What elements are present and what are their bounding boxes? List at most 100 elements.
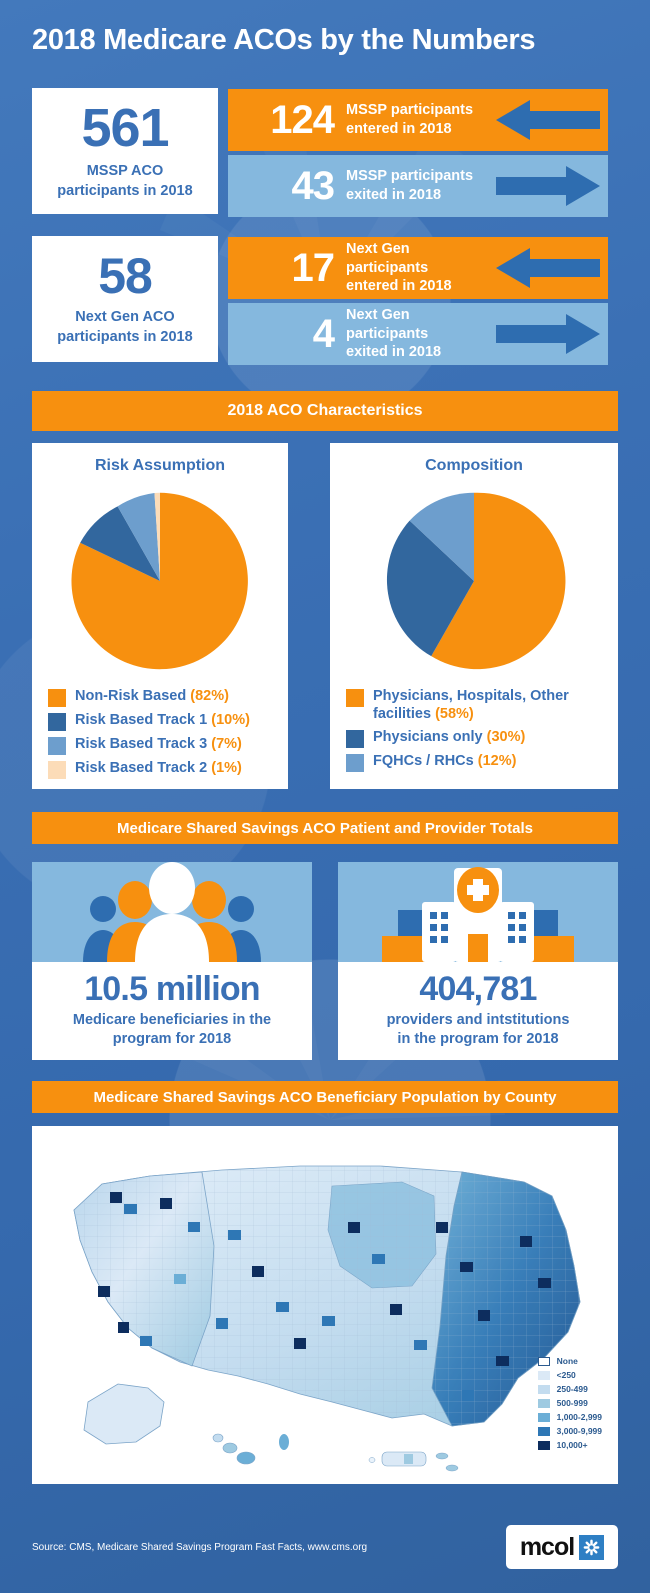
pie-slice-physicians-hospitals: [431, 492, 566, 670]
map-legend-label-3000-9999: 3,000-9,999: [556, 1426, 602, 1436]
legend-label-risk-track-2: Risk Based Track 2 (1%): [75, 760, 242, 776]
dark-county-clusters: [98, 1192, 551, 1401]
mssp-total-value: 561: [81, 97, 169, 158]
legend-label-physicians-only: Physicians only (30%): [373, 728, 526, 745]
nextgen-entered-label: Next Gen participants entered in 2018: [346, 240, 452, 295]
nextgen-exited-value: 4: [312, 312, 335, 356]
providers-caption: providers and intstitutions in the progr…: [386, 1011, 570, 1047]
arrow-left-icon: [496, 248, 600, 288]
hawaii-inset: [212, 1433, 256, 1465]
risk-assumption-legend: Non-Risk Based (82%) Risk Based Track 1 …: [32, 687, 288, 783]
map-legend-swatch-under-250: [537, 1370, 550, 1380]
map-legend-item: 500-999: [537, 1398, 602, 1408]
arrow-right-icon: [496, 314, 600, 354]
beneficiaries-body: 10.5 million Medicare beneficiaries in t…: [32, 962, 312, 1061]
alaska-inset: [83, 1383, 165, 1445]
nextgen-total-card: 58 Next Gen ACO participants in 2018: [32, 236, 218, 362]
legend-swatch-risk-track-3: [48, 737, 66, 755]
mssp-total-caption: MSSP ACO participants in 2018: [57, 162, 193, 199]
map-legend-label-10000-plus: 10,000+: [556, 1440, 588, 1450]
map-legend-item: 250-499: [537, 1384, 602, 1394]
providers-value: 404,781: [419, 970, 537, 1008]
composition-pie-chart: [386, 492, 566, 670]
page-title: 2018 Medicare ACOs by the Numbers: [32, 24, 536, 56]
legend-label-fqhc-rhc: FQHCs / RHCs (12%): [373, 752, 517, 769]
pie-slice-physicians-only: [386, 520, 474, 657]
legend-label-non-risk-based: Non-Risk Based (82%): [75, 688, 229, 704]
nextgen-entered-value: 17: [291, 246, 336, 290]
composition-legend: Physicians, Hospitals, Other facilities …: [330, 687, 618, 776]
mssp-entered-value: 124: [270, 98, 335, 142]
map-legend-label-500-999: 500-999: [556, 1398, 588, 1408]
beneficiaries-card: 10.5 million Medicare beneficiaries in t…: [32, 862, 312, 1061]
providers-card: 404,781 providers and intstitutions in t…: [338, 862, 618, 1061]
legend-item: Risk Based Track 3 (7%): [48, 735, 288, 755]
puerto-rico-inset: [368, 1451, 459, 1472]
map-legend-swatch-10000-plus: [537, 1440, 550, 1450]
legend-item: Non-Risk Based (82%): [48, 687, 288, 707]
map-legend-label-1000-2999: 1,000-2,999: [556, 1412, 602, 1422]
risk-assumption-pie-chart: [71, 492, 248, 670]
nextgen-total-caption: Next Gen ACO participants in 2018: [57, 308, 193, 345]
legend-label-risk-track-3: Risk Based Track 3 (7%): [75, 736, 242, 752]
beneficiaries-caption: Medicare beneficiaries in the program fo…: [72, 1011, 272, 1047]
mssp-exited-label: MSSP participants exited in 2018: [346, 168, 474, 203]
arrow-right-icon: [496, 166, 600, 206]
pie-slice-fqhc-rhc: [409, 492, 474, 581]
map-legend-swatch-500-999: [537, 1398, 550, 1408]
sparkle-icon: [579, 1534, 605, 1560]
beneficiaries-icon-area: [32, 862, 312, 962]
mssp-total-card: 561 MSSP ACO participants in 2018: [32, 88, 218, 214]
map-legend-item: None: [537, 1356, 602, 1366]
composition-title: Composition: [425, 457, 523, 474]
map-legend-item: 3,000-9,999: [537, 1426, 602, 1436]
banner-map: Medicare Shared Savings ACO Beneficiary …: [32, 1081, 618, 1113]
pie-slice-risk-track-1: [80, 506, 160, 581]
banner-characteristics: 2018 ACO Characteristics: [32, 391, 618, 431]
us-county-choropleth-map: [73, 1165, 581, 1472]
pie-slice-risk-track-3: [117, 492, 160, 581]
beneficiaries-value: 10.5 million: [84, 970, 260, 1008]
nextgen-exited-arrow-wrap: [478, 303, 608, 365]
map-legend-swatch-250-499: [537, 1384, 550, 1394]
map-legend-label-none: None: [556, 1356, 578, 1366]
source-note: Source: CMS, Medicare Shared Savings Pro…: [32, 1542, 368, 1553]
providers-body: 404,781 providers and intstitutions in t…: [338, 962, 618, 1061]
mcol-logo[interactable]: mcol: [506, 1525, 618, 1569]
map-marker-blob: [279, 1434, 289, 1450]
composition-panel: Composition Physicians, Hospitals, Other…: [330, 443, 618, 789]
pie-slice-non-risk-based: [71, 492, 248, 670]
legend-item: Risk Based Track 1 (10%): [48, 711, 288, 731]
legend-label-physicians-hospitals: Physicians, Hospitals, Other facilities …: [373, 688, 569, 723]
people-group-icon: [83, 862, 261, 962]
pie-slice-risk-track-2: [154, 492, 160, 581]
arrow-left-icon: [496, 100, 600, 140]
mssp-exited-arrow-wrap: [478, 155, 608, 217]
nextgen-total-value: 58: [98, 247, 153, 304]
nextgen-exited-label: Next Gen participants exited in 2018: [346, 306, 442, 361]
legend-swatch-fqhc-rhc: [346, 753, 364, 772]
legend-label-risk-track-1: Risk Based Track 1 (10%): [75, 712, 250, 728]
mssp-entered-label: MSSP participants entered in 2018: [346, 102, 474, 137]
mssp-entered-row: 124 MSSP participants entered in 2018: [228, 89, 608, 151]
map-legend-swatch-3000-9999: [537, 1426, 550, 1436]
map-legend-item: 1,000-2,999: [537, 1412, 602, 1422]
map-legend-item: 10,000+: [537, 1440, 602, 1450]
mssp-exited-value: 43: [291, 164, 336, 208]
nextgen-entered-arrow-wrap: [478, 237, 608, 299]
map-legend-swatch-none: [537, 1356, 550, 1366]
risk-assumption-panel: Risk Assumption Non-Risk Based (82%): [32, 443, 288, 789]
legend-swatch-non-risk-based: [48, 689, 66, 707]
nextgen-entered-row: 17 Next Gen participants entered in 2018: [228, 237, 608, 299]
map-legend-label-250-499: 250-499: [556, 1384, 588, 1394]
legend-item: Physicians, Hospitals, Other facilities …: [346, 687, 618, 724]
providers-icon-area: [338, 862, 618, 962]
legend-swatch-physicians-only: [346, 729, 364, 748]
legend-item: Risk Based Track 2 (1%): [48, 759, 288, 779]
map-legend: None <250 250-499 500-999 1,000-2,999 3,…: [537, 1356, 602, 1454]
hospital-building-icon: [382, 867, 574, 962]
mssp-exited-row: 43 MSSP participants exited in 2018: [228, 155, 608, 217]
legend-swatch-physicians-hospitals: [346, 689, 364, 707]
legend-swatch-risk-track-1: [48, 713, 66, 731]
